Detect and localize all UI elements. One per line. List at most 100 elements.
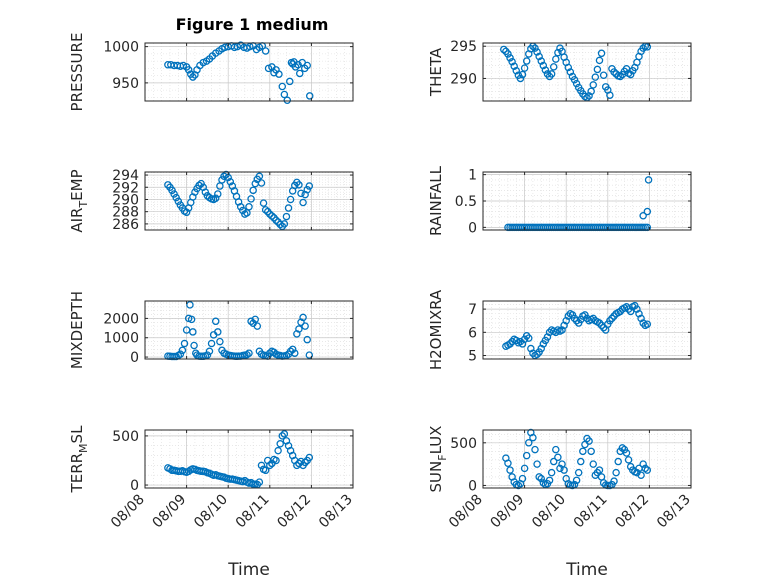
data-point — [245, 203, 253, 211]
data-point — [294, 61, 302, 69]
data-point — [247, 317, 255, 326]
data-point — [203, 351, 212, 359]
data-point — [643, 466, 652, 474]
data-point — [589, 81, 597, 89]
data-point — [525, 334, 533, 342]
data-point — [272, 216, 280, 224]
data-point — [201, 188, 210, 196]
axes-box — [482, 300, 692, 360]
data-point — [266, 461, 274, 470]
x-tick-label: 08/10 — [191, 492, 231, 532]
data-point — [288, 345, 297, 354]
data-point — [216, 337, 224, 346]
subplot-5: 0 1000 2000 MIXDEPTH — [68, 291, 354, 369]
y-tick-label: 290 — [450, 71, 477, 87]
data-point — [284, 204, 293, 212]
data-point — [641, 464, 649, 473]
x-tick-label: 08/08 — [446, 492, 486, 532]
data-point — [280, 220, 289, 228]
data-point — [261, 206, 270, 214]
y-axis-label: AIRTEMP — [68, 169, 90, 232]
data-point — [286, 77, 294, 86]
data-point — [261, 47, 270, 55]
data-point — [218, 176, 226, 184]
x-tick-label: 08/10 — [529, 492, 569, 532]
data-point — [643, 320, 652, 328]
data-point — [606, 91, 614, 99]
data-point — [525, 439, 533, 447]
data-point — [552, 445, 560, 454]
data-point — [639, 212, 647, 220]
data-point — [268, 212, 276, 220]
data-point — [182, 208, 191, 217]
data-point — [195, 181, 203, 190]
data-point — [531, 44, 539, 52]
data-point — [230, 43, 239, 52]
data-point — [275, 70, 283, 78]
data-point — [257, 461, 266, 470]
data-point — [168, 186, 176, 195]
data-point — [587, 87, 595, 96]
data-point — [236, 203, 245, 211]
data-point — [189, 328, 197, 336]
plot-area — [145, 43, 353, 101]
data-point — [251, 315, 259, 324]
y-axis-label: H2OMIXRA — [427, 289, 445, 370]
data-point — [549, 457, 558, 466]
x-tick-label: 08/13 — [316, 492, 356, 532]
data-point — [205, 347, 214, 356]
y-tick-label: 2000 — [103, 311, 139, 327]
y-tick-label: 1000 — [103, 40, 139, 56]
data-point — [291, 349, 299, 357]
y-tick-label: 290 — [112, 192, 139, 208]
data-point — [566, 68, 575, 76]
y-axis-label: MIXDEPTH — [68, 291, 86, 369]
data-point — [531, 445, 539, 454]
data-point — [587, 447, 595, 456]
data-point — [303, 61, 311, 70]
data-point — [274, 446, 282, 455]
data-point — [539, 61, 548, 70]
y-tick-label: 7 — [468, 302, 477, 318]
y-tick-label: 0 — [130, 478, 139, 494]
data-point — [547, 70, 556, 78]
x-tick-label: 08/12 — [612, 492, 652, 532]
subplot-7: 0 500 TERRMSL 08/08 08/09 08/10 08/11 08/12 08/1… — [68, 425, 356, 580]
data-point — [514, 481, 523, 490]
data-point — [547, 468, 556, 477]
data-point — [545, 476, 554, 485]
data-point — [303, 335, 311, 344]
data-point — [554, 48, 562, 57]
data-point — [556, 464, 564, 473]
data-point — [303, 185, 311, 194]
data-point — [522, 57, 531, 65]
axes-box — [144, 42, 354, 102]
data-point — [214, 190, 222, 198]
data-point — [612, 468, 620, 477]
subplot-2: 290 295 THETA — [427, 39, 692, 102]
data-point — [282, 212, 291, 221]
data-point — [261, 466, 270, 475]
y-tick-label: 0 — [468, 220, 477, 236]
data-point — [197, 179, 205, 188]
subplot-6: 5 6 7 H2OMIXRA — [427, 289, 692, 370]
axes-box — [144, 429, 354, 489]
x-tick-label: 08/08 — [108, 492, 148, 532]
x-tick-label: 08/09 — [488, 492, 528, 532]
data-point — [506, 466, 514, 474]
data-point — [245, 349, 253, 357]
data-point — [549, 63, 558, 71]
data-point — [637, 471, 645, 479]
data-point — [191, 188, 199, 196]
data-point — [639, 44, 647, 52]
data-point — [280, 90, 289, 99]
plot-area — [483, 430, 691, 488]
data-point — [170, 190, 178, 198]
data-point — [278, 82, 287, 91]
data-point — [211, 317, 220, 326]
data-point — [297, 189, 305, 198]
data-point — [643, 43, 652, 51]
x-tick-label: 08/11 — [571, 492, 611, 532]
